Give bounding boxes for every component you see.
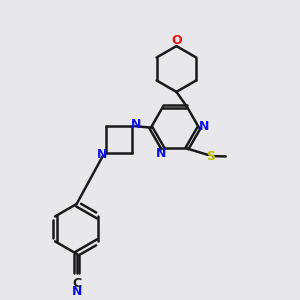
Text: N: N [71, 285, 82, 298]
Text: N: N [156, 147, 167, 160]
Text: S: S [206, 150, 215, 163]
Text: N: N [199, 120, 209, 133]
Text: C: C [72, 277, 81, 290]
Text: N: N [131, 118, 142, 131]
Text: O: O [171, 34, 182, 47]
Text: N: N [97, 148, 107, 160]
